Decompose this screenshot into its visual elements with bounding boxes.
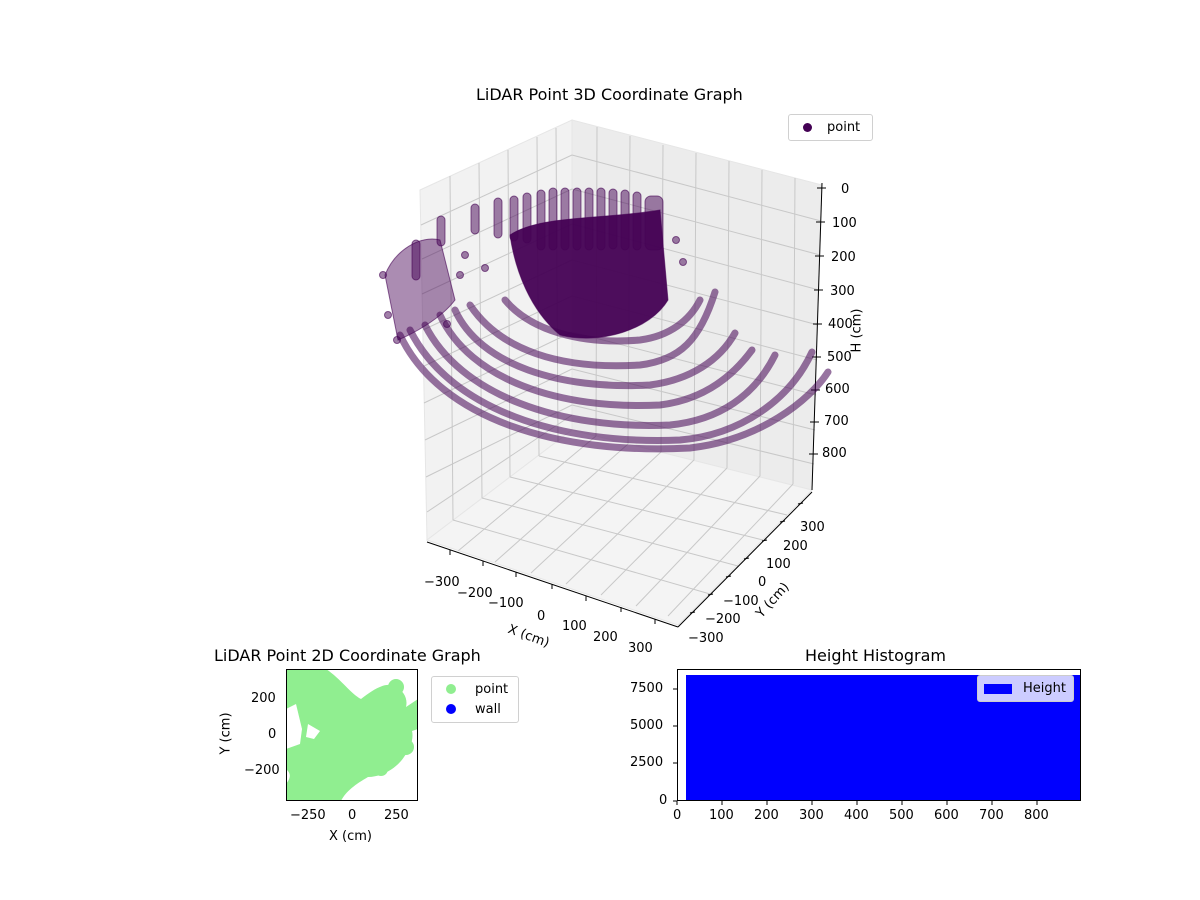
legend-label-height: Height bbox=[1023, 681, 1066, 696]
legend-label-wall: wall bbox=[475, 701, 501, 717]
hist-legend: Height bbox=[977, 675, 1074, 702]
plot3d-title: LiDAR Point 3D Coordinate Graph bbox=[476, 85, 743, 104]
hist-title: Height Histogram bbox=[805, 646, 946, 665]
hist-ticks bbox=[673, 688, 1038, 805]
plot2d-ytick: 200 bbox=[251, 691, 276, 706]
plot2d-canvas[interactable] bbox=[286, 669, 418, 801]
plot2d-xtick: 0 bbox=[348, 808, 357, 823]
point-arcs-3d bbox=[396, 288, 832, 453]
plot2d-ytick: −200 bbox=[244, 763, 280, 778]
point-marker-icon bbox=[446, 684, 456, 694]
legend-label-point: point bbox=[475, 681, 509, 697]
plot2d-xtick: 250 bbox=[384, 808, 409, 823]
point-cloud-3d bbox=[379, 187, 687, 344]
plot2d-ytick: 0 bbox=[268, 727, 277, 742]
point-marker-icon bbox=[803, 123, 812, 132]
height-swatch-icon bbox=[984, 683, 1012, 694]
wall-marker-icon bbox=[446, 704, 456, 714]
plot2d-ylabel: Y (cm) bbox=[218, 712, 234, 755]
legend-label-point: point bbox=[827, 120, 861, 135]
plot2d-xtick: −250 bbox=[290, 808, 326, 823]
plot3d-legend: point bbox=[788, 114, 873, 141]
plot2d-legend: point wall bbox=[431, 676, 519, 723]
plot2d-title: LiDAR Point 2D Coordinate Graph bbox=[214, 646, 481, 665]
plot2d-xlabel: X (cm) bbox=[329, 829, 372, 844]
plot3d-zlabel: H (cm) bbox=[849, 308, 865, 353]
